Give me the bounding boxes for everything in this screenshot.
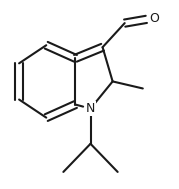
Text: O: O (149, 12, 159, 25)
Text: N: N (86, 102, 95, 115)
